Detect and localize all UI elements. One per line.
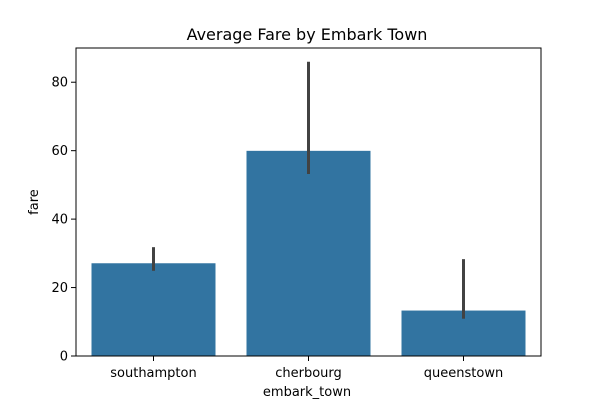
y-tick-label-20: 20 xyxy=(51,281,68,296)
bar-cherbourg xyxy=(246,150,371,356)
y-axis-label: fare xyxy=(27,189,42,215)
plot-area: 0 20 40 60 80 southampton cherbourg queenstown xyxy=(51,47,542,381)
y-tick-label-80: 80 xyxy=(51,76,68,91)
x-tick-label-queenstown: queenstown xyxy=(424,366,503,381)
x-tick-label-cherbourg: cherbourg xyxy=(275,366,342,381)
x-tick-label-southampton: southampton xyxy=(110,366,196,381)
chart-title: Average Fare by Embark Town xyxy=(187,25,428,44)
x-axis-label: embark_town xyxy=(263,385,351,400)
y-tick-label-40: 40 xyxy=(51,213,68,228)
y-tick-label-60: 60 xyxy=(51,144,68,159)
bar-southampton xyxy=(91,263,216,356)
y-tick-label-0: 0 xyxy=(60,350,68,365)
